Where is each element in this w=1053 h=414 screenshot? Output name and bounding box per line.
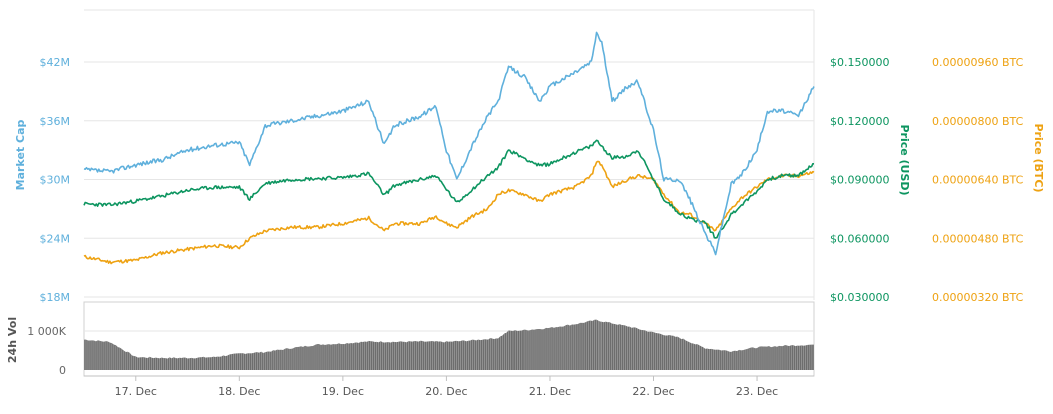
volume-axis-title: 24h Vol: [6, 317, 19, 363]
x-axis-date-label: 17. Dec: [115, 385, 157, 398]
price-usd-tick: $0.120000: [830, 115, 890, 128]
price-btc-tick: 0.00000960 BTC: [932, 56, 1024, 69]
volume-tick: 0: [59, 364, 66, 377]
price-btc-tick: 0.00000480 BTC: [932, 232, 1024, 245]
market-cap-tick: $30M: [40, 174, 71, 187]
market-cap-tick: $36M: [40, 115, 71, 128]
price-btc-axis-title: Price (BTC): [1032, 123, 1045, 192]
price-usd-tick: $0.150000: [830, 56, 890, 69]
price-usd-tick: $0.090000: [830, 174, 890, 187]
market-cap-tick: $18M: [40, 291, 71, 304]
price-btc-tick: 0.00000640 BTC: [932, 174, 1024, 187]
x-axis-date-label: 18. Dec: [218, 385, 260, 398]
price-usd-tick: $0.030000: [830, 291, 890, 304]
price-btc-line: [83, 160, 815, 265]
market-cap-tick: $42M: [40, 56, 71, 69]
market-cap-axis-title: Market Cap: [14, 120, 27, 191]
x-axis-date-label: 23. Dec: [736, 385, 778, 398]
market-cap-line: [83, 31, 815, 256]
price-usd-line: [83, 139, 815, 239]
market-cap-tick: $24M: [40, 232, 71, 245]
price-btc-tick: 0.00000320 BTC: [932, 291, 1024, 304]
x-axis-date-label: 21. Dec: [529, 385, 571, 398]
x-axis-date-label: 20. Dec: [425, 385, 467, 398]
volume-tick: 1 000K: [27, 325, 66, 338]
price-usd-axis-title: Price (USD): [898, 124, 911, 195]
price-usd-tick: $0.060000: [830, 232, 890, 245]
x-axis-date-label: 22. Dec: [632, 385, 674, 398]
price-btc-tick: 0.00000800 BTC: [932, 115, 1024, 128]
x-axis-date-label: 19. Dec: [322, 385, 364, 398]
